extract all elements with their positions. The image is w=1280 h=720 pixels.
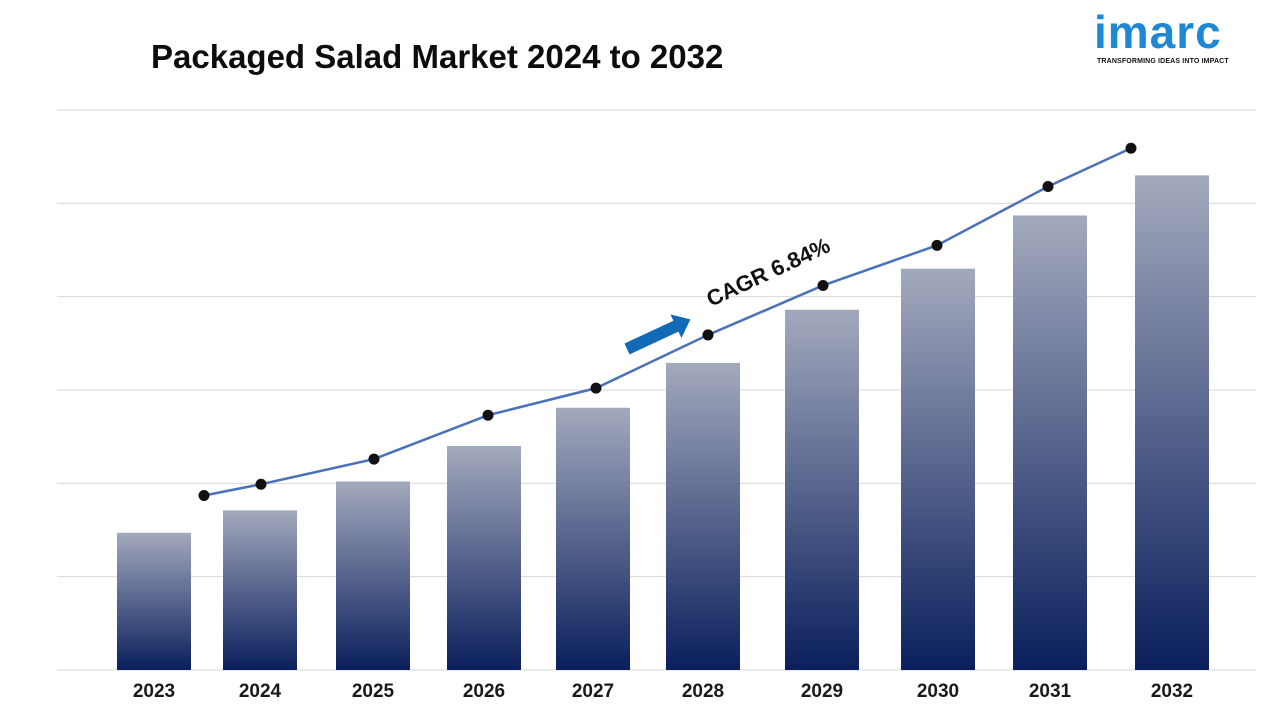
line-point-2025 bbox=[368, 453, 380, 465]
bar-2025 bbox=[336, 481, 410, 670]
logo-tagline: TRANSFORMING IDEAS INTO IMPACT bbox=[1097, 58, 1229, 65]
line-point-2026 bbox=[482, 409, 494, 421]
logo-wordmark: imarc bbox=[1094, 6, 1222, 58]
bar-2032 bbox=[1135, 175, 1209, 671]
chart-title: Packaged Salad Market 2024 to 2032 bbox=[151, 38, 724, 75]
x-tick-label-2031: 2031 bbox=[1029, 681, 1072, 702]
cagr-arrow-icon bbox=[624, 314, 691, 355]
line-point-2031 bbox=[1042, 181, 1054, 193]
x-tick-label-2030: 2030 bbox=[917, 681, 959, 702]
line-point-2028 bbox=[702, 329, 714, 341]
bars bbox=[117, 175, 1209, 671]
bar-2028 bbox=[666, 362, 740, 670]
x-tick-label-2032: 2032 bbox=[1151, 681, 1193, 702]
x-tick-label-2024: 2024 bbox=[239, 681, 282, 702]
line-point-2024 bbox=[255, 478, 267, 490]
x-axis-ticks: 2023 2024 2025 2026 2027 2028 2029 2030 2031 2032 bbox=[133, 681, 1193, 702]
bar-2031 bbox=[1013, 215, 1087, 670]
line-point-2029 bbox=[817, 279, 829, 291]
bar-2029 bbox=[785, 309, 859, 670]
x-tick-label-2026: 2026 bbox=[463, 681, 505, 702]
bar-2026 bbox=[447, 446, 521, 670]
line-point-2023 bbox=[198, 489, 210, 501]
trend-line bbox=[198, 142, 1137, 501]
line-point-2030 bbox=[931, 239, 943, 251]
bar-2030 bbox=[901, 268, 975, 670]
bar-2024 bbox=[223, 510, 297, 670]
x-tick-label-2029: 2029 bbox=[801, 681, 843, 702]
x-tick-label-2028: 2028 bbox=[682, 681, 724, 702]
line-point-2032 bbox=[1125, 142, 1137, 154]
trend-line-path bbox=[203, 147, 1132, 497]
line-point-2027 bbox=[590, 382, 602, 394]
bar-2023 bbox=[117, 532, 191, 670]
imarc-logo: imarc TRANSFORMING IDEAS INTO IMPACT bbox=[1094, 6, 1260, 72]
x-tick-label-2023: 2023 bbox=[133, 681, 175, 702]
x-tick-label-2025: 2025 bbox=[352, 681, 395, 702]
x-tick-label-2027: 2027 bbox=[572, 681, 614, 702]
bar-2027 bbox=[556, 407, 630, 670]
cagr-label: CAGR 6.84% bbox=[703, 233, 834, 312]
